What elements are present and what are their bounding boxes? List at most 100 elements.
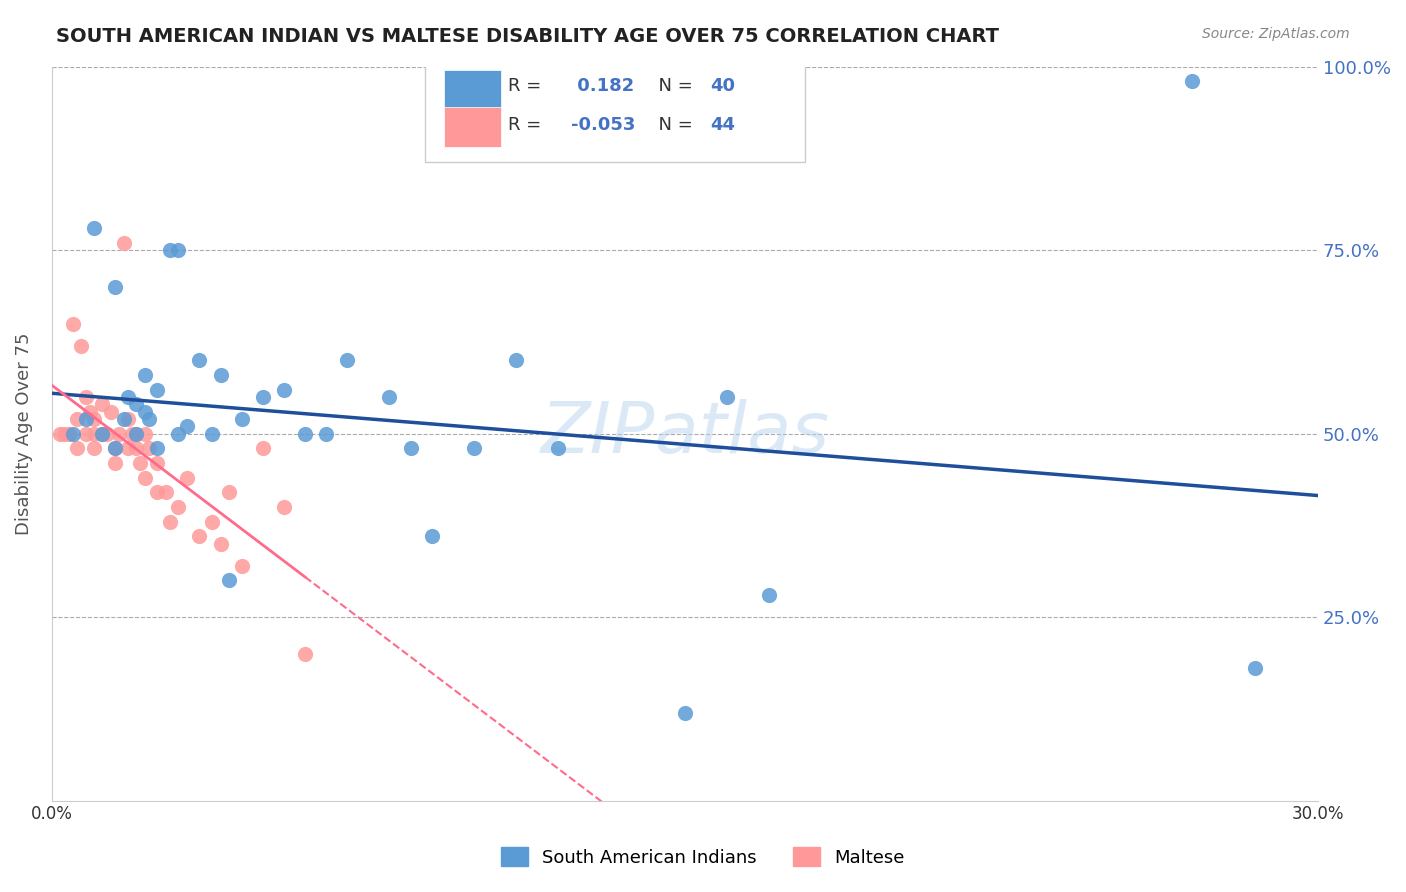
Point (273, 500, 295, 514)
Point (117, 412, 139, 426)
Point (62, 426, 84, 441)
Point (96, 426, 118, 441)
Point (673, 706, 696, 720)
Text: SOUTH AMERICAN INDIAN VS MALTESE DISABILITY AGE OVER 75 CORRELATION CHART: SOUTH AMERICAN INDIAN VS MALTESE DISABIL… (56, 27, 1000, 45)
Point (188, 529, 211, 543)
Point (146, 485, 169, 500)
Point (231, 558, 253, 573)
Text: 0.182: 0.182 (571, 77, 634, 95)
Point (167, 243, 190, 257)
Point (100, 404, 122, 418)
Point (75, 426, 97, 441)
Text: N =: N = (647, 77, 699, 95)
Point (91, 397, 114, 411)
Point (420, 529, 443, 543)
Point (75, 390, 97, 404)
Text: R =: R = (508, 116, 547, 135)
Point (83, 442, 105, 456)
Point (336, 353, 359, 368)
Point (399, 442, 422, 456)
Point (159, 243, 181, 257)
Point (134, 404, 156, 418)
Point (58, 426, 80, 441)
Point (112, 412, 135, 426)
Point (134, 470, 156, 484)
Point (117, 442, 139, 456)
Point (176, 419, 198, 434)
Text: R =: R = (508, 77, 547, 95)
Point (138, 442, 160, 456)
Point (62, 317, 84, 331)
Point (134, 426, 156, 441)
Point (209, 537, 232, 551)
Text: N =: N = (647, 116, 699, 135)
Point (209, 368, 232, 382)
Text: 44: 44 (710, 116, 735, 135)
Point (108, 426, 131, 441)
Point (188, 353, 211, 368)
Point (134, 368, 156, 382)
Point (252, 390, 274, 404)
Text: -0.053: -0.053 (571, 116, 636, 135)
Point (463, 442, 485, 456)
Point (49, 426, 72, 441)
Point (125, 426, 148, 441)
Point (66, 412, 89, 426)
Point (176, 470, 198, 484)
Point (218, 574, 240, 588)
Point (83, 412, 105, 426)
Point (146, 442, 169, 456)
Point (505, 353, 527, 368)
FancyBboxPatch shape (444, 70, 502, 111)
Text: Source: ZipAtlas.com: Source: ZipAtlas.com (1202, 27, 1350, 41)
Point (91, 426, 114, 441)
FancyBboxPatch shape (426, 52, 806, 162)
Point (104, 280, 127, 294)
Point (66, 442, 89, 456)
Point (201, 515, 224, 529)
Point (155, 485, 177, 500)
FancyBboxPatch shape (444, 107, 502, 147)
Point (547, 442, 569, 456)
Point (79, 404, 101, 418)
Point (91, 426, 114, 441)
Point (758, 588, 780, 602)
Point (167, 426, 190, 441)
Point (75, 412, 97, 426)
Point (294, 647, 316, 661)
Point (125, 397, 148, 411)
Text: ZIPatlas: ZIPatlas (540, 399, 830, 468)
Point (83, 426, 105, 441)
Point (121, 426, 143, 441)
Point (167, 500, 190, 514)
Point (112, 235, 135, 250)
Point (716, 390, 738, 404)
Point (83, 221, 105, 235)
Point (125, 426, 148, 441)
Point (1243, 661, 1265, 675)
Text: 40: 40 (710, 77, 735, 95)
Point (294, 426, 316, 441)
Point (146, 456, 169, 470)
Point (378, 390, 401, 404)
Point (315, 426, 337, 441)
Point (104, 456, 127, 470)
Point (159, 515, 181, 529)
Legend: South American Indians, Maltese: South American Indians, Maltese (494, 840, 912, 874)
Point (146, 383, 169, 397)
Point (201, 426, 224, 441)
Point (138, 412, 160, 426)
Point (53, 426, 76, 441)
Point (125, 442, 148, 456)
Point (104, 442, 127, 456)
Point (231, 412, 253, 426)
Point (252, 442, 274, 456)
Point (129, 456, 152, 470)
Y-axis label: Disability Age Over 75: Disability Age Over 75 (15, 333, 32, 535)
Point (104, 442, 127, 456)
Point (218, 485, 240, 500)
Point (1180, 74, 1202, 88)
Point (273, 383, 295, 397)
Point (117, 390, 139, 404)
Point (70, 338, 93, 352)
